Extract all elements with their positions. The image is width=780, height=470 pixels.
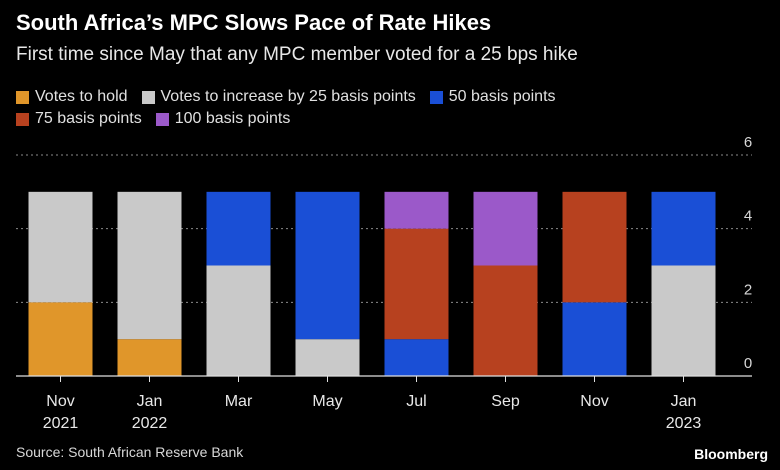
x-tick-label-0-1: 2021 <box>43 415 79 432</box>
x-tick-label-6-0: Nov <box>580 393 608 410</box>
x-tick-label-3-0: May <box>312 393 342 410</box>
bar-segment-1-0 <box>117 339 182 376</box>
legend-item-25bps: Votes to increase by 25 basis points <box>141 88 416 106</box>
legend-row-2: 75 basis points 100 basis points <box>16 108 716 130</box>
legend-swatch-25bps <box>141 90 155 104</box>
bar-segment-6-3 <box>562 191 627 303</box>
x-tick-label-7-1: 2023 <box>666 415 702 432</box>
bar-segment-3-1 <box>295 339 360 376</box>
legend-label-75bps: 75 basis points <box>35 110 142 127</box>
y-tick-label-6: 6 <box>744 134 752 151</box>
legend-item-100bps: 100 basis points <box>155 110 291 128</box>
bar-segment-2-2 <box>206 191 271 266</box>
x-tick-label-1-1: 2022 <box>132 415 168 432</box>
bar-segment-5-4 <box>473 191 538 266</box>
x-tick-label-4-0: Jul <box>406 393 426 410</box>
legend-label-50bps: 50 basis points <box>448 88 556 105</box>
x-tick-label-1-0: Jan <box>137 393 163 410</box>
bar-segment-2-1 <box>206 265 271 376</box>
x-tick-label-5-0: Sep <box>491 393 520 410</box>
bar-segment-6-2 <box>562 302 627 376</box>
bloomberg-logo: Bloomberg <box>694 446 768 462</box>
legend: Votes to hold Votes to increase by 25 ba… <box>16 86 716 130</box>
legend-swatch-50bps <box>429 90 443 104</box>
legend-label-25bps: Votes to increase by 25 basis points <box>160 88 416 105</box>
legend-item-50bps: 50 basis points <box>429 88 556 106</box>
y-tick-label-2: 2 <box>744 281 752 298</box>
bar-segment-4-4 <box>384 191 449 229</box>
y-tick-label-0: 0 <box>744 355 752 372</box>
legend-row-1: Votes to hold Votes to increase by 25 ba… <box>16 86 716 108</box>
bar-segment-4-3 <box>384 228 449 340</box>
legend-swatch-100bps <box>155 112 169 126</box>
x-tick-label-2-0: Mar <box>225 393 253 410</box>
bar-segment-0-1 <box>28 191 93 303</box>
bar-segment-5-3 <box>473 265 538 376</box>
source-note: Source: South African Reserve Bank <box>16 444 244 460</box>
bar-segment-4-2 <box>384 339 449 376</box>
legend-swatch-hold <box>16 90 29 104</box>
bar-segment-0-0 <box>28 302 93 376</box>
legend-label-100bps: 100 basis points <box>174 110 291 127</box>
legend-item-hold: Votes to hold <box>16 88 128 106</box>
x-tick-label-7-0: Jan <box>671 393 697 410</box>
chart-subtitle: First time since May that any MPC member… <box>16 44 578 65</box>
bar-segment-1-1 <box>117 191 182 340</box>
bar-segment-7-1 <box>651 265 716 376</box>
bar-segment-3-2 <box>295 191 360 340</box>
y-tick-label-4: 4 <box>744 208 752 225</box>
chart-title: South Africa’s MPC Slows Pace of Rate Hi… <box>16 10 492 35</box>
legend-label-hold: Votes to hold <box>35 88 128 105</box>
legend-item-75bps: 75 basis points <box>16 110 142 128</box>
bar-segment-7-2 <box>651 191 716 266</box>
x-tick-label-0-0: Nov <box>46 393 74 410</box>
legend-swatch-75bps <box>16 112 29 126</box>
